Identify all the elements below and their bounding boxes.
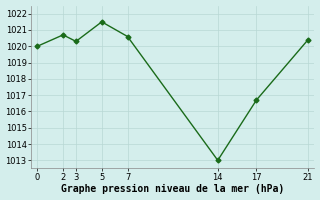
X-axis label: Graphe pression niveau de la mer (hPa): Graphe pression niveau de la mer (hPa) <box>61 184 284 194</box>
